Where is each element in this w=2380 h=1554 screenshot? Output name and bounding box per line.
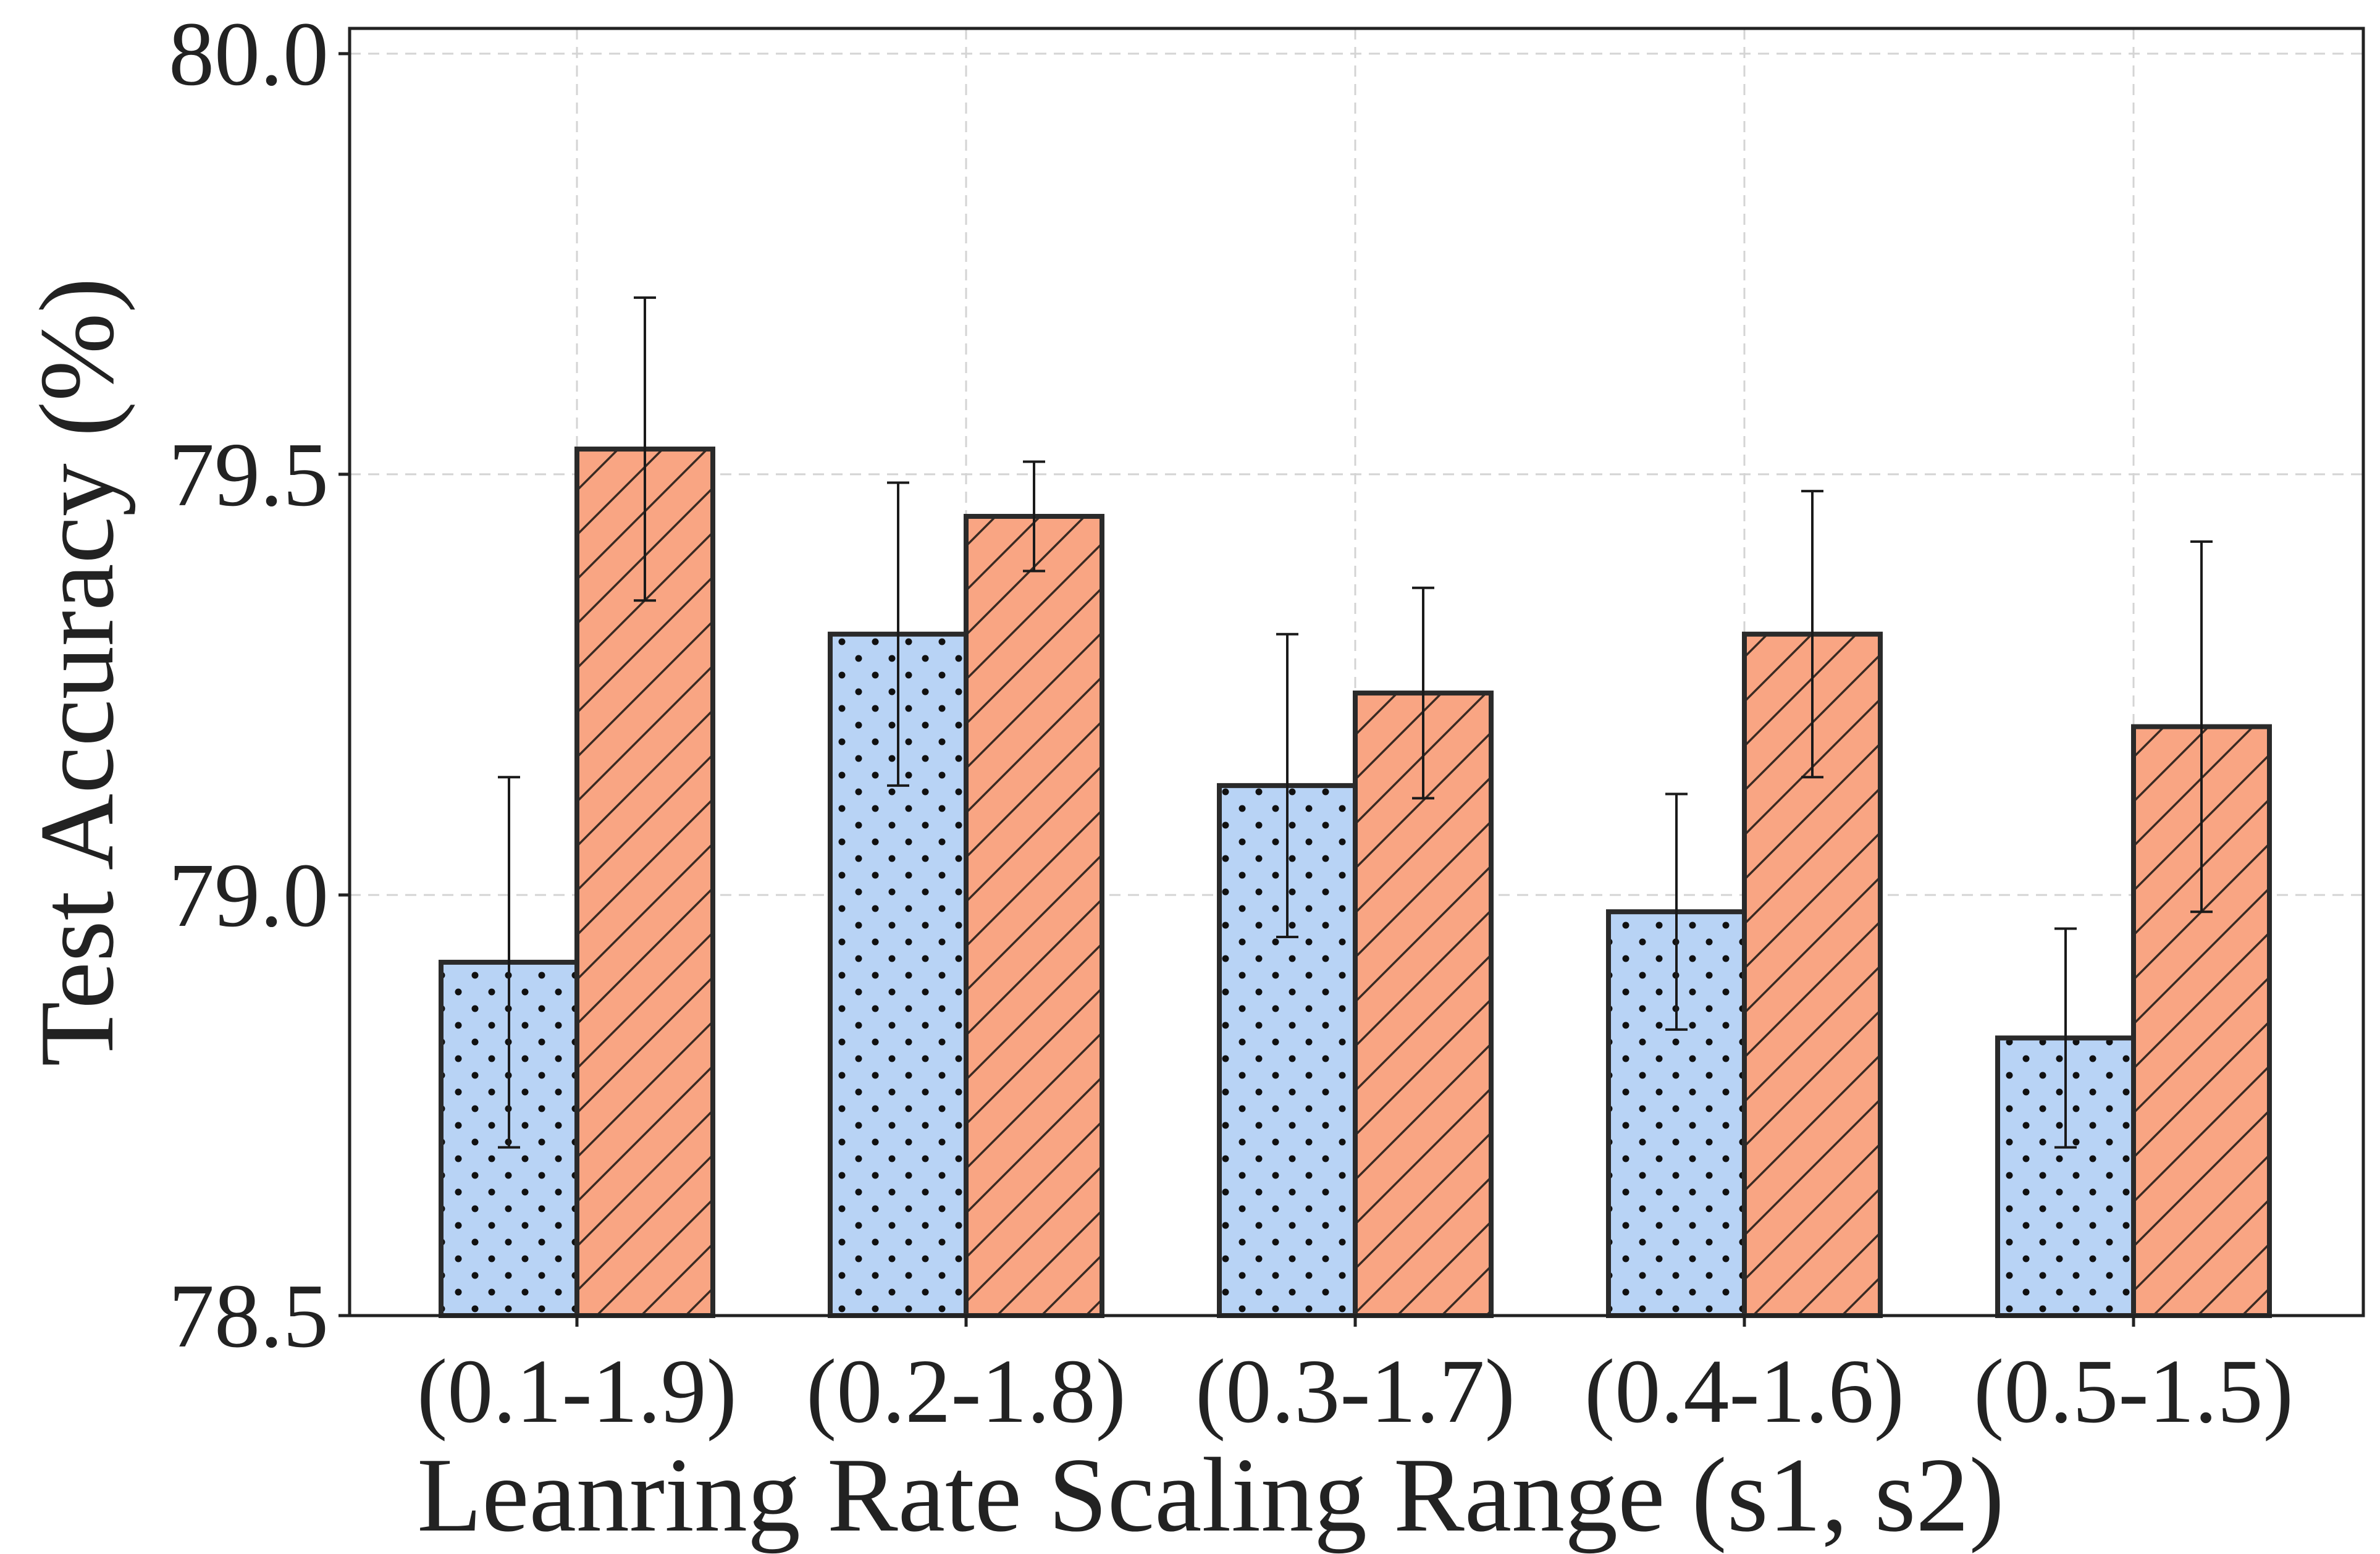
y-axis: 78.5 79.0 79.5 80.0 <box>169 4 350 1367</box>
x-axis: (0.1-1.9) (0.2-1.8) (0.3-1.7) (0.4-1.6) (0.5… <box>417 1316 2294 1442</box>
y-tick-label: 80.0 <box>169 4 329 105</box>
x-tick-label: (0.2-1.8) <box>806 1341 1126 1442</box>
x-axis-label: Leanring Rate Scaling Range (s1, s2) <box>417 1437 2004 1554</box>
bars-layer <box>439 447 2272 1318</box>
bar-series-2-2 <box>964 514 1104 1318</box>
x-tick-label: (0.3-1.7) <box>1195 1341 1515 1442</box>
x-tick-label: (0.5-1.5) <box>1974 1341 2294 1442</box>
y-tick-label: 78.5 <box>169 1266 329 1367</box>
y-tick-label: 79.0 <box>169 845 329 946</box>
y-tick-label: 79.5 <box>169 424 329 526</box>
x-tick-label: (0.1-1.9) <box>417 1341 737 1442</box>
x-tick-label: (0.4-1.6) <box>1584 1341 1904 1442</box>
y-axis-label: Test Accuracy (%) <box>19 277 136 1066</box>
error-bars-layer <box>498 296 2213 1149</box>
